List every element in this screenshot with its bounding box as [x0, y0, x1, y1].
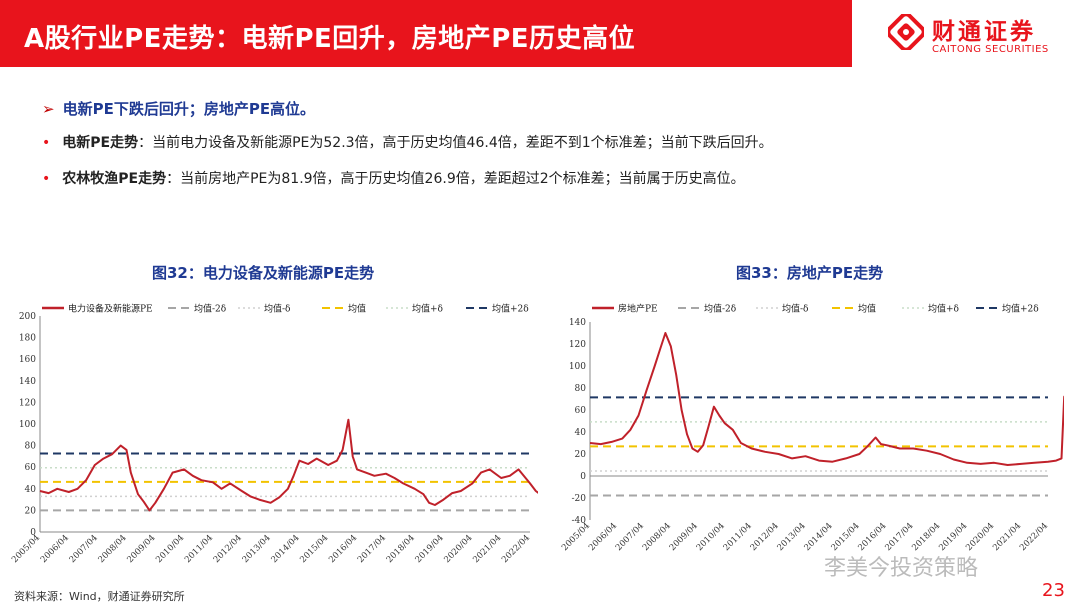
x-tick-label: 2021/04	[991, 521, 1023, 553]
x-tick-label: 2008/04	[97, 533, 129, 565]
x-tick-label: 2018/04	[385, 533, 417, 565]
page-title: A股行业PE走势：电新PE回升，房地产PE历史高位	[24, 24, 636, 54]
x-tick-label: 2006/04	[39, 533, 71, 565]
y-tick-label: 200	[19, 312, 36, 322]
legend-label: 均值-2δ	[194, 303, 226, 315]
y-tick-label: 140	[569, 318, 586, 328]
legend-label: 均值-2δ	[704, 303, 736, 315]
caitong-logo-icon	[888, 14, 924, 50]
x-tick-label: 2022/04	[500, 533, 532, 565]
chart-title-power: 图32：电力设备及新能源PE走势	[152, 264, 375, 282]
x-tick-label: 2018/04	[910, 521, 942, 553]
y-tick-label: 40	[575, 428, 587, 438]
chart-real-estate-pe: -40-200204060801001201402005/042006/0420…	[560, 303, 1064, 553]
legend-label: 房地产PE	[618, 303, 658, 315]
legend-label: 均值+δ	[412, 303, 443, 315]
legend-label: 均值-δ	[782, 303, 808, 315]
x-tick-label: 2020/04	[442, 533, 474, 565]
y-tick-label: 40	[25, 485, 37, 495]
y-tick-label: 80	[25, 442, 37, 452]
y-tick-label: 100	[569, 362, 586, 372]
x-tick-label: 2016/04	[856, 521, 888, 553]
legend-label: 电力设备及新能源PE	[68, 303, 153, 315]
x-tick-label: 2021/04	[471, 533, 503, 565]
x-tick-label: 2013/04	[776, 521, 808, 553]
x-tick-label: 2011/04	[183, 533, 215, 565]
source-note: 资料来源：Wind，财通证券研究所	[14, 590, 185, 603]
bullet-text: ：当前房地产PE为81.9倍，高于历史均值26.9倍，差距超过2个标准差；当前属…	[166, 171, 745, 187]
y-tick-label: 20	[575, 450, 587, 460]
x-tick-label: 2005/04	[10, 533, 42, 565]
bullet-real-estate: • 农林牧渔PE走势：当前房地产PE为81.9倍，高于历史均值26.9倍，差距超过…	[42, 168, 745, 188]
y-tick-label: -20	[572, 494, 587, 504]
x-tick-label: 2017/04	[883, 521, 915, 553]
watermark-text: 李美今投资策略	[824, 556, 979, 581]
bullet-text: ：当前电力设备及新能源PE为52.3倍，高于历史均值46.4倍，差距不到1个标准…	[138, 135, 773, 151]
y-tick-label: 100	[19, 420, 36, 430]
x-tick-label: 2014/04	[803, 521, 835, 553]
x-tick-label: 2014/04	[269, 533, 301, 565]
x-tick-label: 2010/04	[154, 533, 186, 565]
x-tick-label: 2020/04	[964, 521, 996, 553]
x-tick-label: 2019/04	[937, 521, 969, 553]
arrow-bullet-icon: ➢	[42, 100, 55, 118]
legend-label: 均值+2δ	[1002, 303, 1039, 315]
y-tick-label: 160	[19, 355, 36, 365]
y-tick-label: 140	[19, 377, 36, 387]
logo-en-text: CAITONG SECURITIES	[932, 44, 1049, 55]
y-tick-label: 0	[580, 472, 586, 482]
page-number: 23	[1042, 580, 1065, 601]
x-tick-label: 2007/04	[614, 521, 646, 553]
bullet-power-equipment: • 电新PE走势：当前电力设备及新能源PE为52.3倍，高于历史均值46.4倍，差…	[42, 132, 773, 152]
x-tick-label: 2022/04	[1018, 521, 1050, 553]
series-line	[39, 418, 538, 512]
x-tick-label: 2007/04	[68, 533, 100, 565]
bullet-label: 电新PE走势	[62, 135, 139, 151]
legend-label: 均值+δ	[928, 303, 959, 315]
summary-text: 电新PE下跌后回升；房地产PE高位。	[62, 100, 316, 118]
x-tick-label: 2008/04	[641, 521, 673, 553]
y-tick-label: 80	[575, 384, 587, 394]
x-tick-label: 2015/04	[298, 533, 330, 565]
legend-label: 均值	[858, 303, 876, 315]
legend-label: 均值+2δ	[492, 303, 529, 315]
bullet-dot-icon: •	[42, 171, 51, 187]
x-tick-label: 2012/04	[212, 533, 244, 565]
legend-label: 均值-δ	[264, 303, 290, 315]
bullet-label: 农林牧渔PE走势	[62, 171, 167, 187]
summary-line: ➢ 电新PE下跌后回升；房地产PE高位。	[42, 98, 315, 119]
x-tick-label: 2010/04	[695, 521, 727, 553]
bullet-dot-icon: •	[42, 135, 51, 151]
y-tick-label: -40	[572, 516, 587, 526]
logo-cn-text: 财通证券	[932, 19, 1036, 45]
x-tick-label: 2015/04	[829, 521, 861, 553]
y-tick-label: 60	[25, 463, 37, 473]
x-tick-label: 2006/04	[587, 521, 619, 553]
x-tick-label: 2017/04	[356, 533, 388, 565]
y-tick-label: 120	[19, 398, 36, 408]
x-tick-label: 2009/04	[668, 521, 700, 553]
y-tick-label: 180	[19, 334, 36, 344]
x-tick-label: 2012/04	[749, 521, 781, 553]
y-tick-label: 20	[25, 506, 37, 516]
chart-power-equipment-pe: 0 20 40 60 80 100 120 140 160 180 200 2005/042006/0…	[10, 303, 538, 565]
brand-logo: 财通证券 CAITONG SECURITIES	[852, 0, 1080, 67]
y-tick-label: 60	[575, 406, 587, 416]
series-line	[589, 332, 1064, 466]
title-bar: A股行业PE走势：电新PE回升，房地产PE历史高位 财通证券 CAITONG S…	[0, 0, 1080, 67]
y-tick-label: 0	[30, 528, 36, 538]
x-tick-label: 2011/04	[722, 521, 754, 553]
chart-title-realestate: 图33：房地产PE走势	[736, 264, 884, 282]
legend-label: 均值	[348, 303, 366, 315]
x-tick-label: 2019/04	[414, 533, 446, 565]
y-tick-label: 120	[569, 340, 586, 350]
x-tick-label: 2009/04	[125, 533, 157, 565]
x-tick-label: 2016/04	[327, 533, 359, 565]
x-tick-label: 2013/04	[241, 533, 273, 565]
